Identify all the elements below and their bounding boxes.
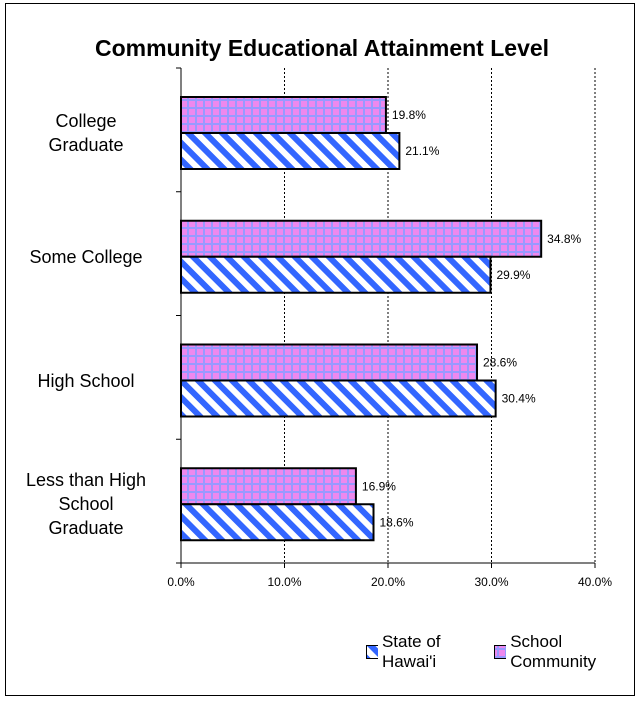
data-label: 21.1% (405, 144, 439, 158)
bar-school-community (181, 97, 386, 133)
bar-state-of-hawaii (181, 381, 496, 417)
data-label: 16.9% (362, 479, 396, 493)
data-label: 28.6% (483, 356, 517, 370)
x-tick-label: 40.0% (578, 575, 612, 589)
data-label: 30.4% (502, 392, 536, 406)
legend-label-school: School Community (510, 632, 632, 672)
category-label-line: Some College (6, 245, 166, 269)
bar-state-of-hawaii (181, 504, 374, 540)
data-label: 34.8% (547, 232, 581, 246)
category-label-line: High School (6, 369, 166, 393)
category-label-line: Less than High (6, 468, 166, 492)
data-label: 29.9% (496, 268, 530, 282)
bar-state-of-hawaii (181, 257, 490, 293)
x-tick-label: 30.0% (474, 575, 508, 589)
category-label-line: Graduate (6, 133, 166, 157)
legend-swatch-school (494, 645, 506, 659)
legend-label-state: State of Hawai'i (382, 632, 482, 672)
category-label: High School (6, 369, 166, 393)
legend-item-state: State of Hawai'i (366, 632, 482, 672)
data-labels: 19.8% 21.1% 34.8% 29.9% 28.6% 30.4% 16.9% 18.6% (362, 108, 582, 529)
category-label: Less than High School Graduate (6, 468, 166, 540)
bar-school-community (181, 468, 356, 504)
bar-school-community (181, 345, 477, 381)
category-label-line: College (6, 109, 166, 133)
x-tick-label: 20.0% (371, 575, 405, 589)
bar-school-community (181, 221, 541, 257)
legend: State of Hawai'i School Community (366, 640, 644, 664)
tick-labels: 0.0% 10.0% 20.0% 30.0% 40.0% (167, 575, 612, 589)
legend-item-school: School Community (494, 632, 632, 672)
data-label: 19.8% (392, 108, 426, 122)
x-tick-label: 10.0% (267, 575, 301, 589)
legend-swatch-state (366, 645, 378, 659)
category-label: College Graduate (6, 109, 166, 157)
x-tick-label: 0.0% (167, 575, 195, 589)
category-label-line: Graduate (6, 516, 166, 540)
category-label-line: School (6, 492, 166, 516)
bars (181, 97, 541, 540)
data-label: 18.6% (380, 515, 414, 529)
bar-state-of-hawaii (181, 133, 399, 169)
category-label: Some College (6, 245, 166, 269)
